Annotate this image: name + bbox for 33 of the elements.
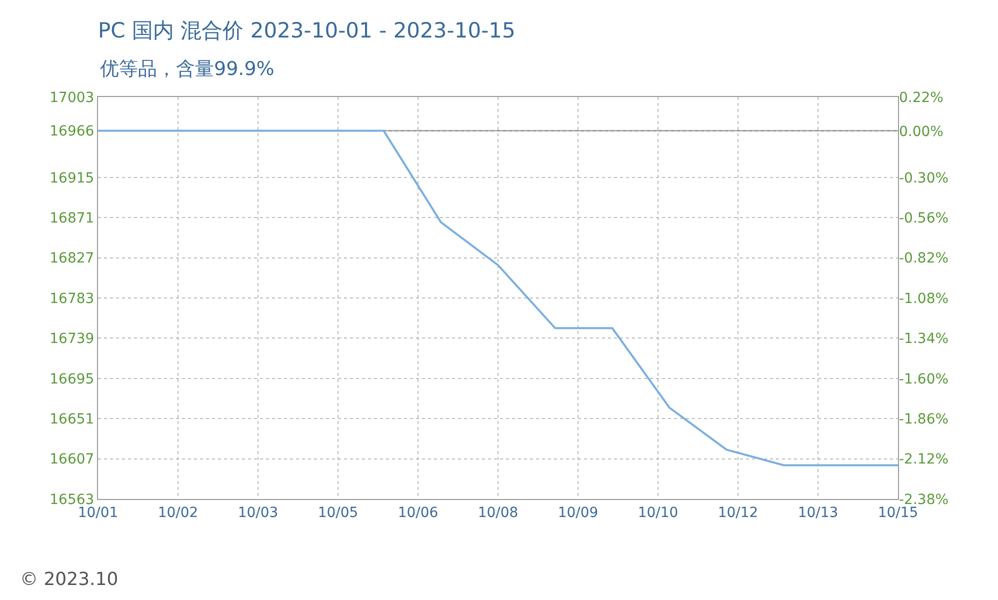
- y2-tick-label: -0.56%: [899, 210, 949, 226]
- chart-title: PC 国内 混合价 2023-10-01 - 2023-10-15: [98, 18, 516, 42]
- text: © 2023.10: [20, 569, 118, 590]
- y-tick-label: 16695: [50, 371, 94, 388]
- y2-tick-label: -1.60%: [899, 371, 949, 388]
- y-tick-label: 16966: [50, 124, 94, 140]
- y-tick-label: 16651: [50, 412, 94, 428]
- x-tick-label: 10/09: [558, 504, 598, 521]
- y-tick-label: 16871: [50, 210, 94, 226]
- x-tick-label: 10/12: [718, 504, 758, 521]
- y-tick-label: 16915: [50, 170, 94, 186]
- x-tick-label: 10/02: [158, 504, 198, 521]
- y2-tick-label: -1.34%: [899, 331, 949, 348]
- y2-tick-label: -1.86%: [899, 412, 949, 428]
- chart-subtitle: 优等品，含量99.9%: [100, 58, 274, 80]
- y2-tick-label: -1.08%: [899, 290, 949, 307]
- y-tick-label: 16739: [50, 331, 94, 348]
- y-tick-label: 17003: [50, 90, 94, 106]
- y2-tick-label: -0.30%: [899, 170, 949, 186]
- y-tick-label: 16783: [50, 290, 94, 307]
- y2-tick-label: -2.12%: [899, 452, 949, 468]
- y-tick-label: 16827: [50, 250, 94, 267]
- x-tick-label: 10/05: [318, 504, 358, 521]
- y2-tick-label: -0.82%: [899, 250, 949, 267]
- line-series: [98, 130, 898, 466]
- x-tick-label: 10/13: [798, 504, 838, 521]
- x-tick-label: 10/03: [238, 504, 278, 521]
- x-tick-label: 10/08: [478, 504, 518, 521]
- x-tick-label: 10/10: [638, 504, 678, 521]
- x-tick-label: 10/06: [398, 504, 438, 521]
- y2-tick-label: 0.22%: [899, 90, 944, 106]
- y2-tick-label: 0.00%: [899, 124, 944, 140]
- y-tick-label: 16607: [50, 452, 94, 468]
